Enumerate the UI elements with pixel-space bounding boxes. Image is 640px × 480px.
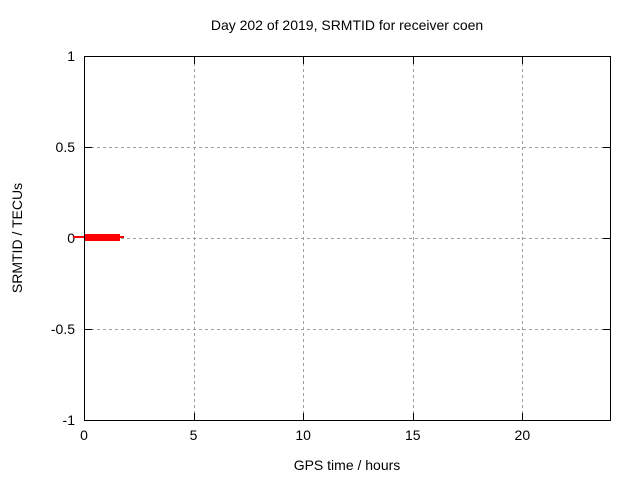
y-tick-mark-left	[85, 420, 92, 421]
x-tick-mark-bottom	[303, 413, 304, 420]
y-tick-label: 1	[67, 48, 75, 64]
x-tick-label: 15	[404, 427, 421, 443]
y-tick-mark-left	[85, 147, 92, 148]
y-tick-label: 0	[67, 230, 75, 246]
x-tick-mark-bottom	[413, 413, 414, 420]
x-tick-mark-bottom	[194, 413, 195, 420]
chart-title: Day 202 of 2019, SRMTID for receiver coe…	[210, 17, 484, 33]
y-tick-label: 0.5	[55, 139, 75, 155]
x-tick-mark-bottom	[84, 413, 85, 420]
y-tick-mark-right	[603, 147, 610, 148]
x-tick-mark-top	[84, 57, 85, 64]
y-tick-mark-right	[603, 238, 610, 239]
gridline-horizontal	[85, 238, 610, 239]
y-tick-mark-right	[603, 56, 610, 57]
plot-area-border	[84, 56, 611, 421]
y-tick-mark-left	[85, 329, 92, 330]
x-tick-label: 10	[295, 427, 311, 443]
x-tick-mark-top	[303, 57, 304, 64]
x-tick-mark-top	[413, 57, 414, 64]
data-segment-srmtid-thick	[85, 233, 121, 241]
y-tick-mark-right	[603, 329, 610, 330]
x-tick-label: 5	[189, 427, 198, 443]
gridline-horizontal	[85, 329, 610, 330]
x-axis-label: GPS time / hours	[293, 457, 401, 473]
y-tick-label: -1	[62, 412, 75, 428]
y-tick-mark-left	[85, 56, 92, 57]
x-tick-mark-bottom	[522, 413, 523, 420]
y-tick-label: -0.5	[50, 321, 75, 337]
gridline-horizontal	[85, 147, 610, 148]
x-tick-label: 20	[514, 427, 531, 443]
y-tick-mark-right	[603, 420, 610, 421]
x-tick-mark-top	[522, 57, 523, 64]
x-tick-label: 0	[80, 427, 88, 443]
x-tick-mark-top	[194, 57, 195, 64]
